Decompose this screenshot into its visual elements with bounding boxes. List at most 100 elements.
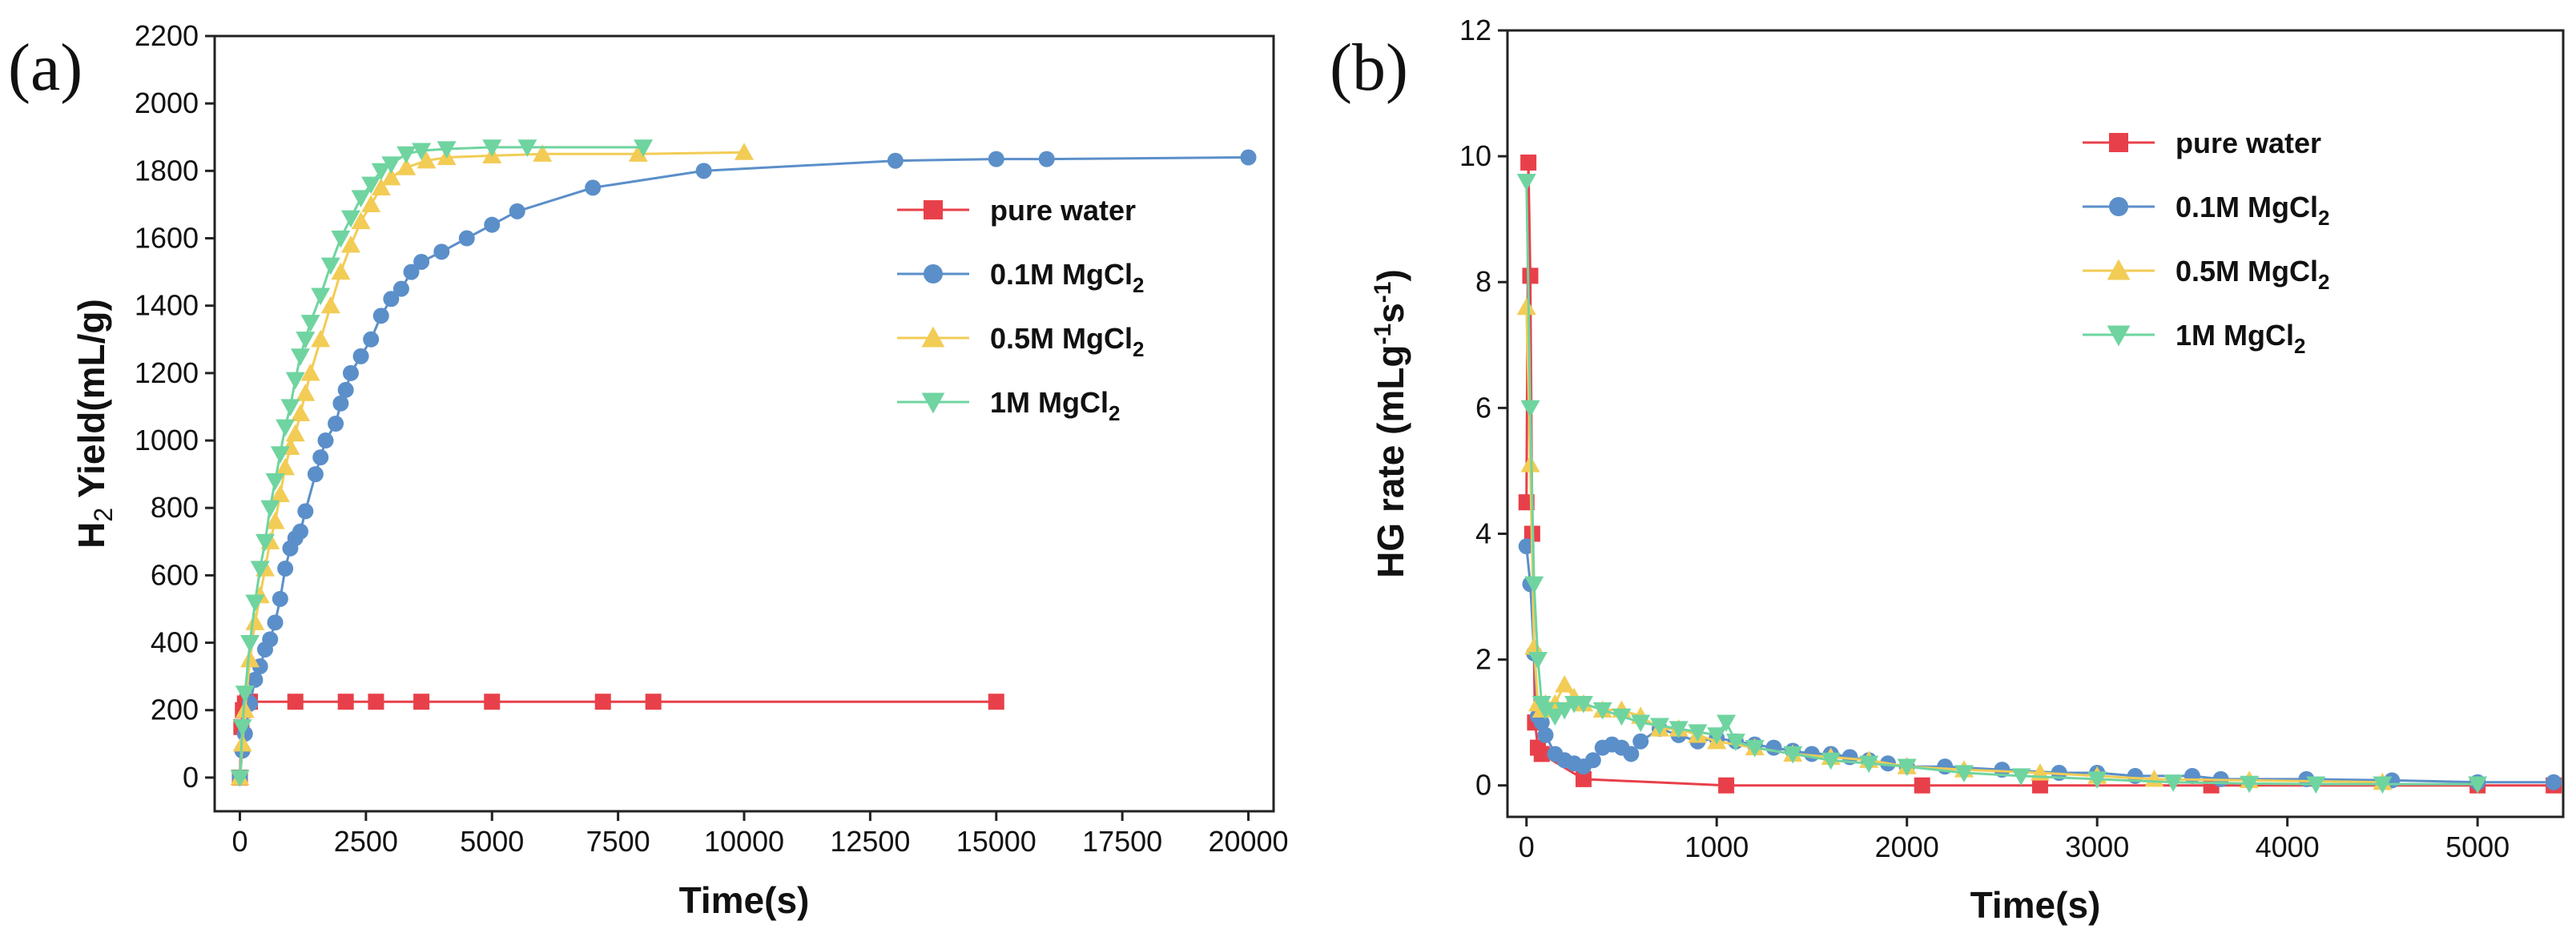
panel-b-data-point xyxy=(1725,734,1745,751)
panel-a-data-point xyxy=(260,500,280,518)
panel-a-data-point xyxy=(437,141,457,159)
panel-b-data-point xyxy=(1555,702,1575,720)
panel-a-data-point xyxy=(245,613,265,630)
panel-a-x-ticks: 0 2500 5000 7500 10000 12500 15000 17500 20000 xyxy=(231,811,1289,858)
panel-a-legend-marker xyxy=(921,326,945,348)
panel-b-series-line xyxy=(1525,307,2383,784)
panel-b-legend-marker xyxy=(2109,197,2128,216)
panel-a-y-tick-label: 2000 xyxy=(135,86,199,119)
panel-b-x-tick-label: 3000 xyxy=(2065,830,2129,863)
panel-b-data-point xyxy=(1527,652,1548,670)
panel-a-data-point xyxy=(328,416,344,432)
panel-b-data-point xyxy=(1632,733,1649,750)
panel-a-data-point xyxy=(262,631,279,648)
panel-b-data-point xyxy=(1783,746,1803,764)
panel-a-data-point xyxy=(235,686,255,703)
panel-a-data-point xyxy=(381,156,401,174)
panel-a-y-tick-label: 1000 xyxy=(135,424,199,456)
panel-b-data-point xyxy=(1707,727,1727,745)
panel-b-data-point xyxy=(1520,400,1540,418)
panel-b-data-point xyxy=(1573,695,1593,714)
panel-b-data-point xyxy=(1524,576,1544,594)
panel-a-x-tick-label: 2500 xyxy=(334,825,398,858)
panel-a-data-point xyxy=(458,230,475,247)
panel-b-y-tick-label: 2 xyxy=(1475,643,1491,676)
panel-a-data-point xyxy=(628,144,648,162)
panel-b-data-point xyxy=(1555,675,1575,693)
panel-a-data-point xyxy=(267,614,284,631)
panel-b-y-tick-label: 12 xyxy=(1459,14,1491,46)
panel-b-data-point xyxy=(2306,776,2326,794)
panel-a-data-point xyxy=(340,210,360,228)
panel-b-data-point xyxy=(1545,708,1565,726)
panel-a-data-point xyxy=(361,176,381,195)
panel-a-legend-label: 0.5M MgCl2 xyxy=(990,322,1144,361)
panel-b-x-ticks: 0 1000 2000 3000 4000 5000 xyxy=(1519,817,2510,863)
panel-a-data-point xyxy=(270,446,290,464)
panel-a-y-ticks: 0 200 400 600 800 1000 1200 1400 1600 1800 2000 220… xyxy=(135,19,215,794)
panel-b-data-point xyxy=(1536,702,1556,720)
panel-a-x-tick-label: 0 xyxy=(231,825,248,858)
panel-a-data-point xyxy=(312,449,329,466)
panel-a-data-point xyxy=(265,473,285,491)
panel-b-legend-label: 1M MgCl2 xyxy=(2176,319,2305,358)
panel-a-x-tick-label: 17500 xyxy=(1082,825,1162,858)
panel-b-data-point xyxy=(1575,770,1592,787)
panel-a-x-tick-label: 12500 xyxy=(830,825,910,858)
panel-b-label: (b) xyxy=(1330,30,1408,105)
panel-a-data-point xyxy=(297,503,314,520)
panel-a-data-point xyxy=(988,694,1004,710)
panel-b-data-point xyxy=(1954,765,1974,783)
panel-a-x-tick-label: 20000 xyxy=(1208,825,1288,858)
panel-a-y-tick-label: 0 xyxy=(183,761,199,794)
panel-a-data-point xyxy=(396,158,417,175)
panel-b-data-point xyxy=(1821,752,1841,770)
panel-a-y-tick-label: 1800 xyxy=(135,154,199,187)
panel-a-x-tick-label: 7500 xyxy=(586,825,650,858)
panel-a-data-point xyxy=(265,512,285,529)
panel-a-y-axis-title: H2 Yield(mL/g) xyxy=(70,299,118,549)
panel-a-data-point xyxy=(245,594,265,613)
panel-a-data-point xyxy=(240,634,260,653)
panel-a-data-point xyxy=(276,419,296,437)
panel-a-data-point xyxy=(296,332,316,349)
panel-a-data-point xyxy=(433,243,450,260)
panel-b-series xyxy=(1516,154,2562,794)
panel-b-series-0 xyxy=(1518,154,2562,794)
panel-a-data-point xyxy=(413,253,430,270)
panel-a-data-point xyxy=(594,694,611,710)
panel-b-data-point xyxy=(1592,702,1612,720)
panel-a-x-axis-title: Time(s) xyxy=(679,879,810,921)
panel-a-legend-marker xyxy=(924,200,943,219)
panel-a-data-point xyxy=(292,523,309,540)
panel-b-data-point xyxy=(2468,776,2488,794)
panel-b-legend-marker xyxy=(2107,259,2131,280)
panel-a-legend: pure water 0.1M MgCl2 0.5M MgCl2 1M MgCl2 xyxy=(897,194,1144,425)
panel-b-data-point xyxy=(1520,154,1537,171)
panel-b-data-point xyxy=(1631,714,1651,733)
panel-a-data-point xyxy=(363,331,380,348)
panel-b-y-tick-label: 6 xyxy=(1475,391,1491,424)
panel-a-series-3 xyxy=(230,139,654,787)
panel-a: (a) 0 2500 5000 7500 10000 12500 15000 17500 200… xyxy=(8,19,1289,921)
panel-a-data-point xyxy=(320,257,340,275)
panel-b-x-tick-label: 5000 xyxy=(2445,830,2510,863)
panel-a-y-tick-label: 400 xyxy=(151,626,199,659)
panel-a-data-point xyxy=(331,262,351,280)
panel-a-data-point xyxy=(1240,149,1257,166)
panel-a-data-point xyxy=(887,152,904,169)
panel-a-data-point xyxy=(230,770,250,787)
panel-a-series-line xyxy=(239,146,644,778)
panel-a-x-tick-label: 15000 xyxy=(956,825,1036,858)
panel-a-y-tick-label: 1200 xyxy=(135,356,199,389)
panel-a-data-point xyxy=(351,190,371,208)
panel-a-legend-marker xyxy=(921,392,945,414)
panel-a-data-point xyxy=(988,151,1004,167)
panel-a-data-point xyxy=(352,348,369,364)
panel-b-y-axis-title-sup2: -1 xyxy=(1370,281,1396,303)
panel-a-data-point xyxy=(383,291,400,308)
panel-a-data-point xyxy=(317,432,334,449)
panel-a-label: (a) xyxy=(8,30,83,105)
panel-a-data-point xyxy=(280,399,300,416)
panel-a-x-tick-label: 10000 xyxy=(704,825,784,858)
